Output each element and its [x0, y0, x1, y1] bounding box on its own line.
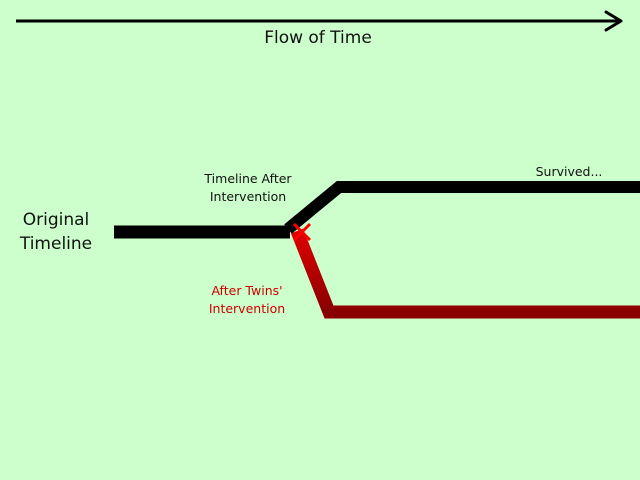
original-timeline-label: Original Timeline: [19, 210, 93, 254]
divergence-cross-icon: [292, 222, 312, 242]
flow-of-time-label: Flow of Time: [264, 28, 372, 48]
survived-label: Survived...: [535, 164, 603, 179]
time-arrow-head: [604, 10, 623, 32]
timeline-after-intervention-label: Timeline After Intervention: [204, 171, 292, 205]
after-intervention-path: [284, 181, 640, 234]
after-twins-intervention-label: After Twins' Intervention: [208, 283, 286, 317]
twins-intervention-path: [290, 228, 640, 319]
